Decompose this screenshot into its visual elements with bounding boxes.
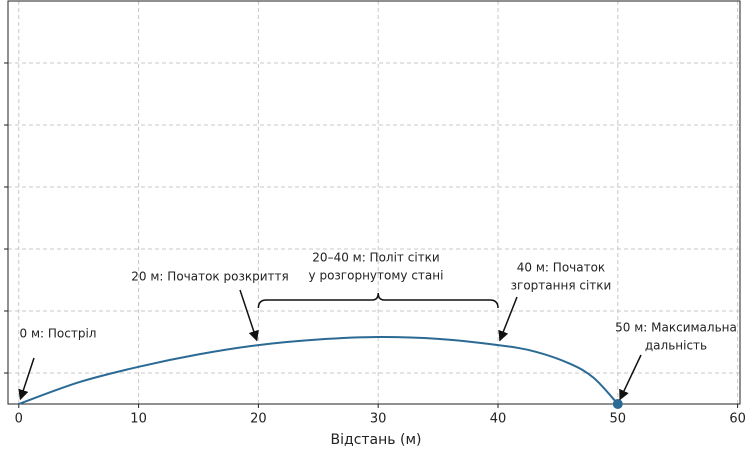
range-brace <box>257 292 499 309</box>
annotation-arrow <box>619 354 642 401</box>
annotation-text: 0 м: Постріл <box>20 327 97 341</box>
x-axis-label: Відстань (м) <box>331 432 422 448</box>
annotation-text: у розгорнутому стані <box>309 269 444 283</box>
annotation-text: 50 м: Максимальна <box>615 321 737 335</box>
annotation-arrow <box>498 296 518 342</box>
annotation-text: згортання сітки <box>511 279 612 293</box>
annotation-text: 20–40 м: Політ сітки <box>312 251 439 265</box>
annotation-text: 40 м: Початок <box>517 261 605 275</box>
x-tick-label: 0 <box>15 412 23 427</box>
plot-frame <box>7 0 741 405</box>
x-tick-label: 20 <box>250 412 267 427</box>
x-tick-label: 30 <box>370 412 387 427</box>
end-marker <box>612 399 623 409</box>
annotation-text: дальність <box>645 339 707 353</box>
x-tick-label: 60 <box>729 412 746 427</box>
annotation-text: 20 м: Початок розкриття <box>131 270 288 284</box>
x-tick-label: 40 <box>490 412 507 427</box>
annotation-arrow <box>239 289 259 342</box>
x-tick-label: 10 <box>130 412 147 427</box>
x-tick-label: 50 <box>610 412 627 427</box>
annotation-arrow <box>18 357 35 401</box>
trajectory-line <box>18 336 619 405</box>
